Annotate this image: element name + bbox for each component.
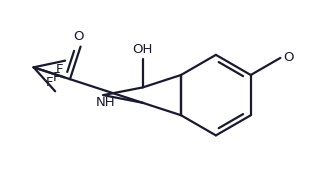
Text: O: O — [73, 30, 84, 43]
Text: F: F — [53, 71, 60, 84]
Text: F: F — [56, 63, 63, 76]
Text: O: O — [284, 51, 294, 64]
Text: F: F — [46, 76, 53, 89]
Text: OH: OH — [133, 43, 153, 56]
Text: NH: NH — [96, 96, 115, 109]
